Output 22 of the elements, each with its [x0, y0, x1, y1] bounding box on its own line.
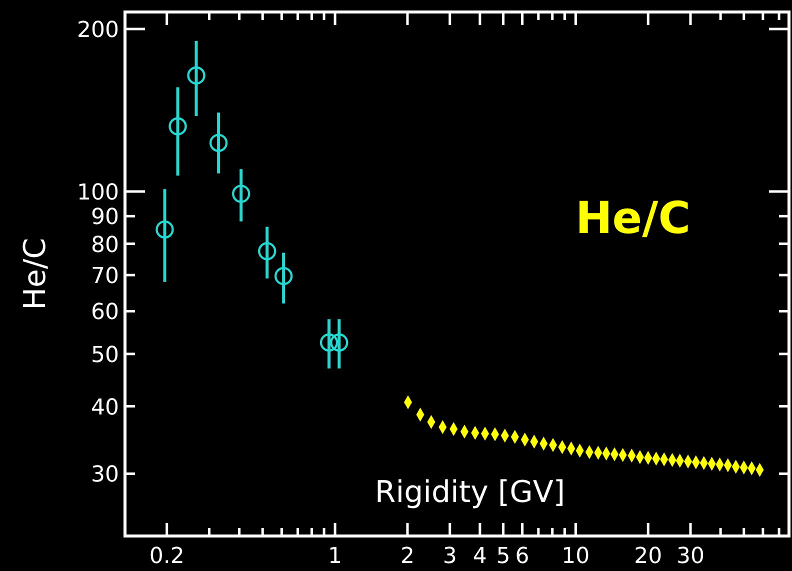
y-tick-label: 80 — [91, 232, 119, 258]
y-tick-label: 60 — [91, 300, 119, 326]
x-tick-label: 30 — [676, 544, 704, 569]
y-tick-label: 50 — [91, 342, 119, 368]
y-tick-label: 30 — [91, 462, 119, 488]
x-tick-label: 4 — [472, 544, 487, 569]
y-tick-label: 200 — [77, 18, 119, 43]
x-tick-label: 10 — [562, 544, 590, 569]
y-tick-label: 100 — [77, 180, 119, 206]
x-tick-label: 20 — [634, 544, 662, 569]
y-tick-label: 40 — [91, 395, 119, 420]
x-tick-label: 1 — [328, 544, 342, 569]
x-tick-label: 3 — [442, 544, 457, 569]
x-tick-label: 6 — [515, 544, 530, 569]
x-tick-label: 0.2 — [149, 544, 184, 569]
x-tick-label: 2 — [400, 544, 414, 569]
annotation: He/C — [575, 193, 691, 244]
y-axis-title: He/C — [18, 238, 53, 310]
x-tick-label: 5 — [496, 544, 510, 569]
y-tick-label: 70 — [91, 264, 119, 290]
x-axis-title: Rigidity [GV] — [374, 475, 566, 510]
y-tick-label: 90 — [91, 205, 119, 230]
